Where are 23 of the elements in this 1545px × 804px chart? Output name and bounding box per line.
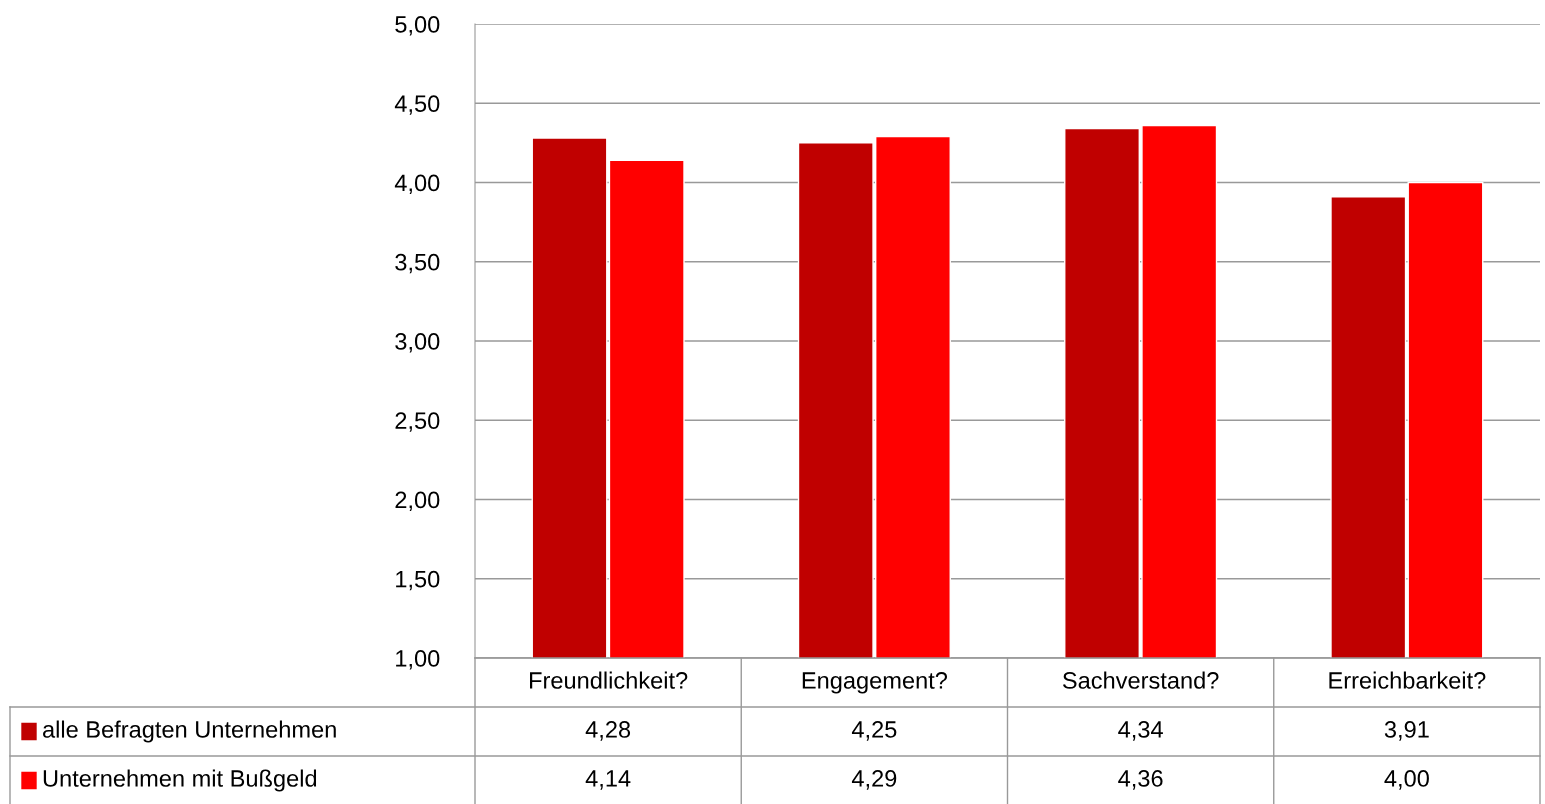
y-tick-label: 3,50 [395,253,440,274]
x-tick-label: Erreichbarkeit? [1329,671,1486,689]
y-tick-label: 2,50 [395,412,440,432]
data-label: 4,29 [851,770,897,790]
y-tick-label: 1,50 [396,570,440,591]
x-tick-label: Engagement? [802,672,948,694]
data-label: 4,00 [1384,770,1429,790]
legend-label: Unternehmen mit Bußgeld [43,769,317,792]
y-tick-label: 2,00 [395,491,440,512]
y-tick-label: 3,00 [395,333,440,353]
y-tick-label: 5,00 [395,16,440,36]
data-label: 4,14 [585,770,631,790]
x-tick-label: Freundlichkeit? [530,671,688,689]
data-label: 4,34 [1118,721,1163,741]
data-label: 3,91 [1384,721,1429,741]
data-label: 4,28 [585,721,631,741]
legend-label: alle Befragten Unternehmen [43,720,336,743]
data-label: 4,36 [1118,770,1163,790]
y-tick-label: 4,50 [394,95,440,115]
data-label: 4,25 [851,721,897,741]
y-tick-label: 4,00 [394,174,440,195]
y-tick-label: 1,00 [396,650,440,670]
x-tick-label: Sachverstand? [1062,671,1219,689]
